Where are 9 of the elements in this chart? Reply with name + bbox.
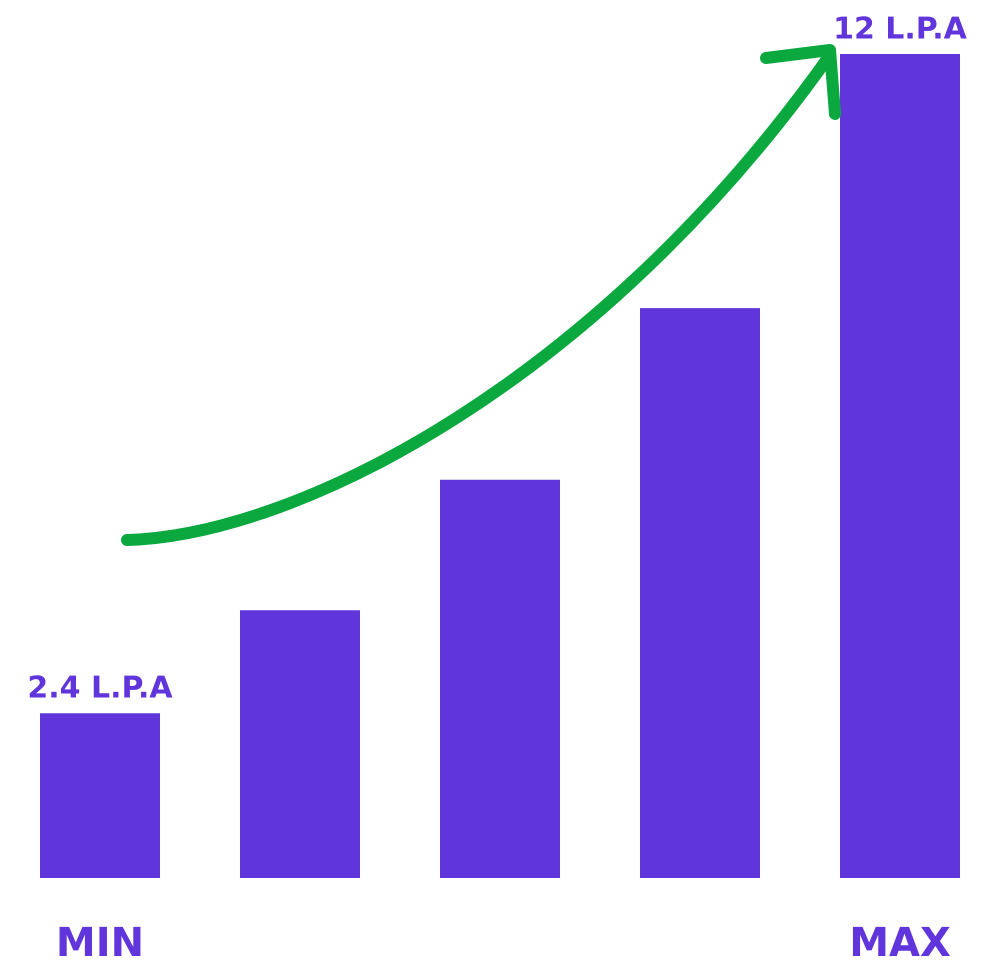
bar bbox=[640, 308, 760, 878]
bar bbox=[440, 480, 560, 878]
bar bbox=[840, 54, 960, 878]
bar bbox=[40, 713, 160, 878]
x-tick-label: MAX bbox=[849, 920, 951, 966]
bar bbox=[240, 610, 360, 878]
x-tick-label: MIN bbox=[56, 920, 144, 966]
data-label: 2.4 L.P.A bbox=[27, 670, 174, 706]
data-label: 12 L.P.A bbox=[833, 12, 968, 46]
